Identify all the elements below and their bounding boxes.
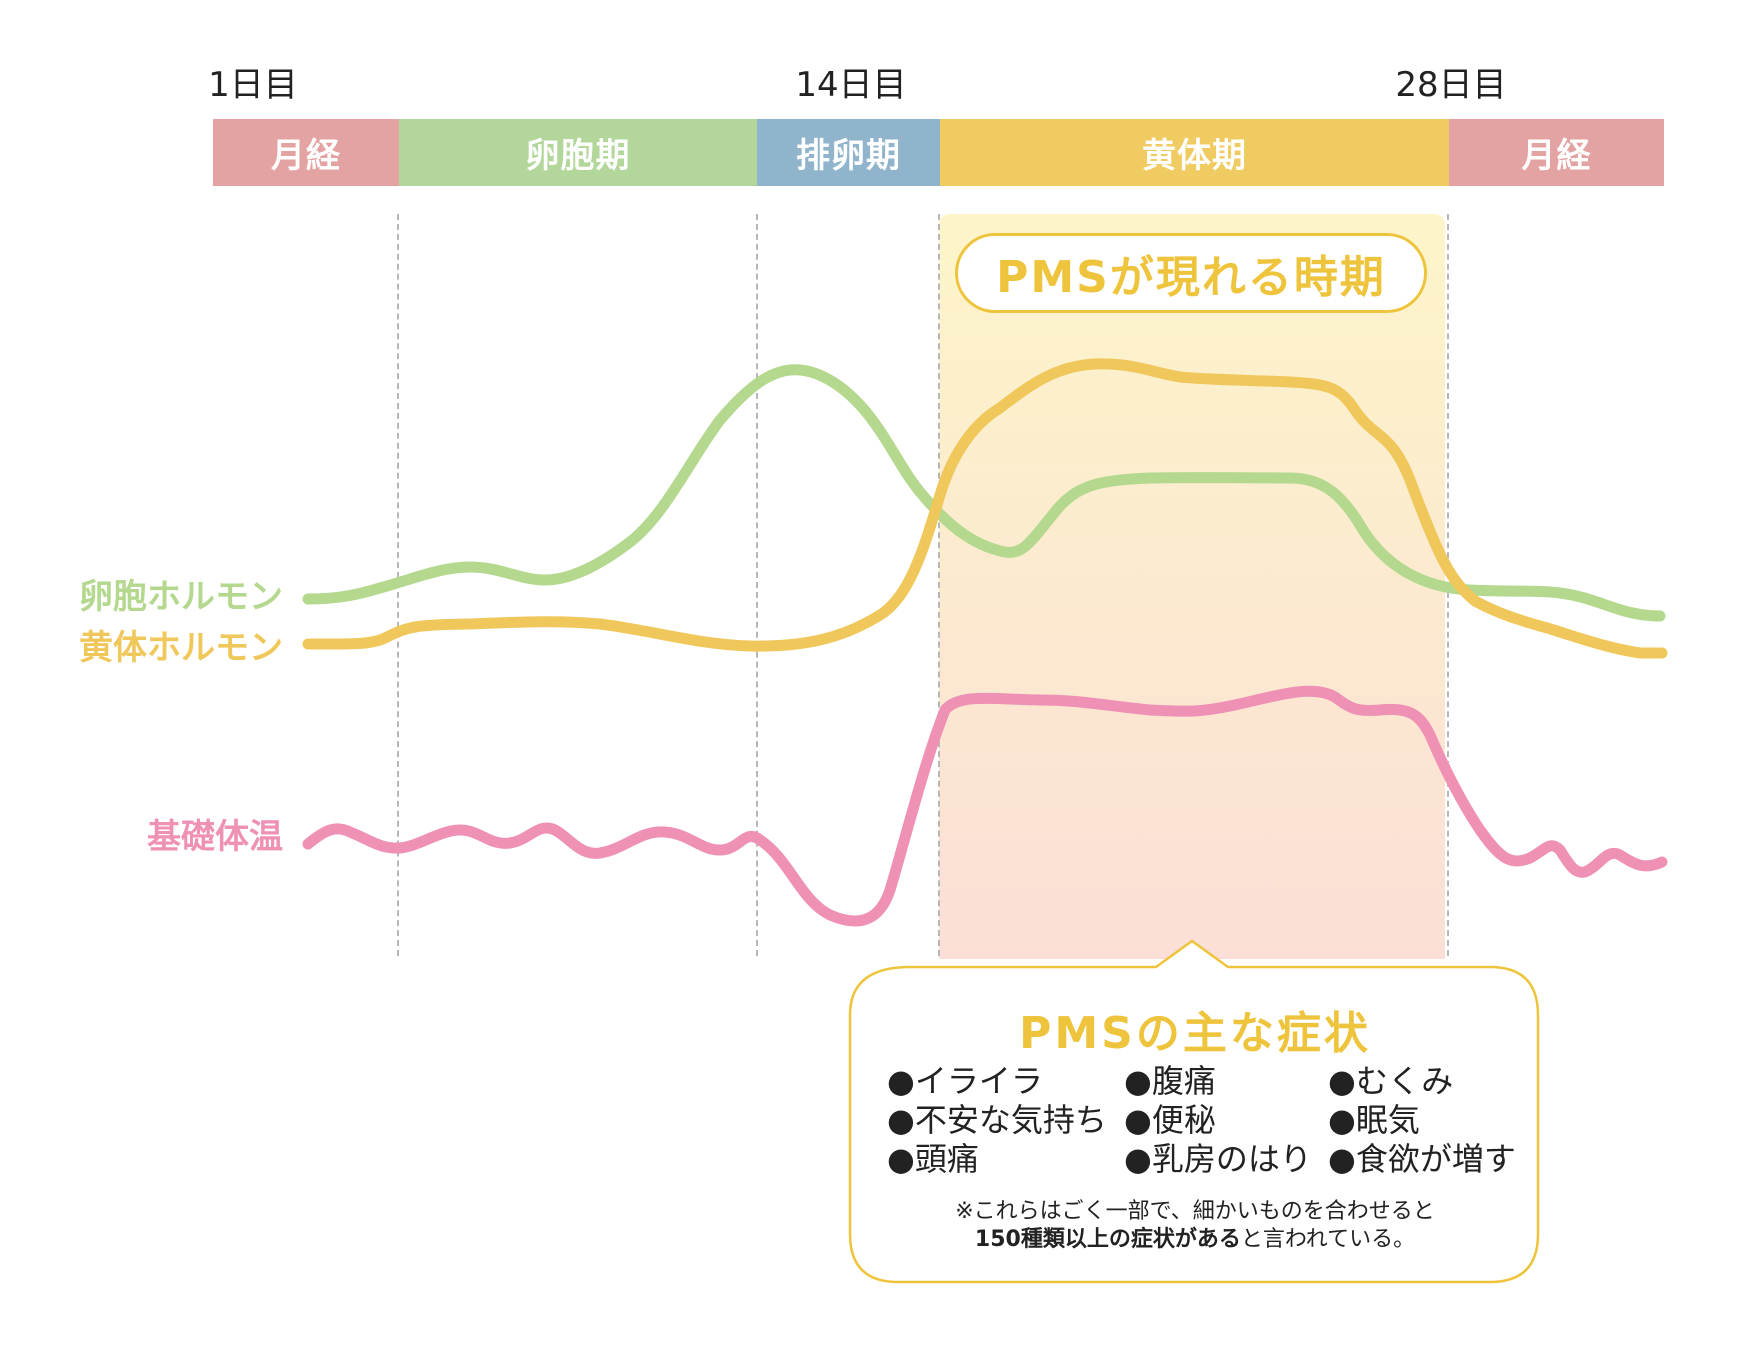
symptom-item: ●頭痛 [887,1140,979,1178]
symptom-item: ●不安な気持ち [887,1101,1107,1139]
symptoms-callout-border [848,939,1540,1284]
phase-menstruation-next: 月経 [1449,119,1664,186]
phase-follicular: 卵胞期 [399,119,757,186]
symptom-column-2: ●腹痛 ●便秘 ●乳房のはり [1124,1062,1312,1179]
guide-line-ovulation [756,214,758,956]
guide-line-luteal [938,214,940,956]
symptom-item: ●乳房のはり [1124,1140,1312,1178]
day-label-14: 14日目 [795,65,907,105]
note-line-2: 150種類以上の症状があると言われている。 [850,1226,1540,1254]
day-label-28: 28日目 [1395,65,1507,105]
symptom-item: ●便秘 [1124,1101,1216,1139]
pms-period-band [939,214,1445,959]
pms-period-label: PMSが現れる時期 [955,233,1427,313]
basal-temp-curve [302,685,1668,927]
symptom-column-3: ●むくみ ●眠気 ●食欲が増す [1328,1062,1516,1179]
symptom-item: ●眠気 [1328,1101,1420,1139]
note-line-1: ※これらはごく一部で、細かいものを合わせると [955,1199,1435,1224]
follicle-hormone-label: 卵胞ホルモン [79,577,283,617]
day-label-1: 1日目 [208,65,298,105]
phase-luteal: 黄体期 [940,119,1449,186]
phase-ovulation: 排卵期 [757,119,940,186]
symptom-item: ●食欲が増す [1328,1140,1516,1178]
note-tail: と言われている。 [1240,1227,1416,1252]
symptom-column-1: ●イライラ ●不安な気持ち ●頭痛 [887,1062,1107,1179]
luteal-hormone-curve [302,358,1668,659]
symptom-item: ●むくみ [1328,1062,1454,1100]
symptom-item: ●イライラ [887,1062,1043,1100]
follicle-hormone-curve [302,364,1666,622]
symptom-item: ●腹痛 [1124,1062,1216,1100]
basal-temp-label: 基礎体温 [147,817,283,857]
symptoms-title: PMSの主な症状 [1019,1008,1371,1059]
symptoms-note: ※これらはごく一部で、細かいものを合わせると 150種類以上の症状があると言われ… [850,1198,1540,1254]
note-bold: 150種類以上の症状がある [974,1227,1241,1252]
luteal-hormone-label: 黄体ホルモン [79,628,283,668]
phase-menstruation: 月経 [213,119,399,186]
